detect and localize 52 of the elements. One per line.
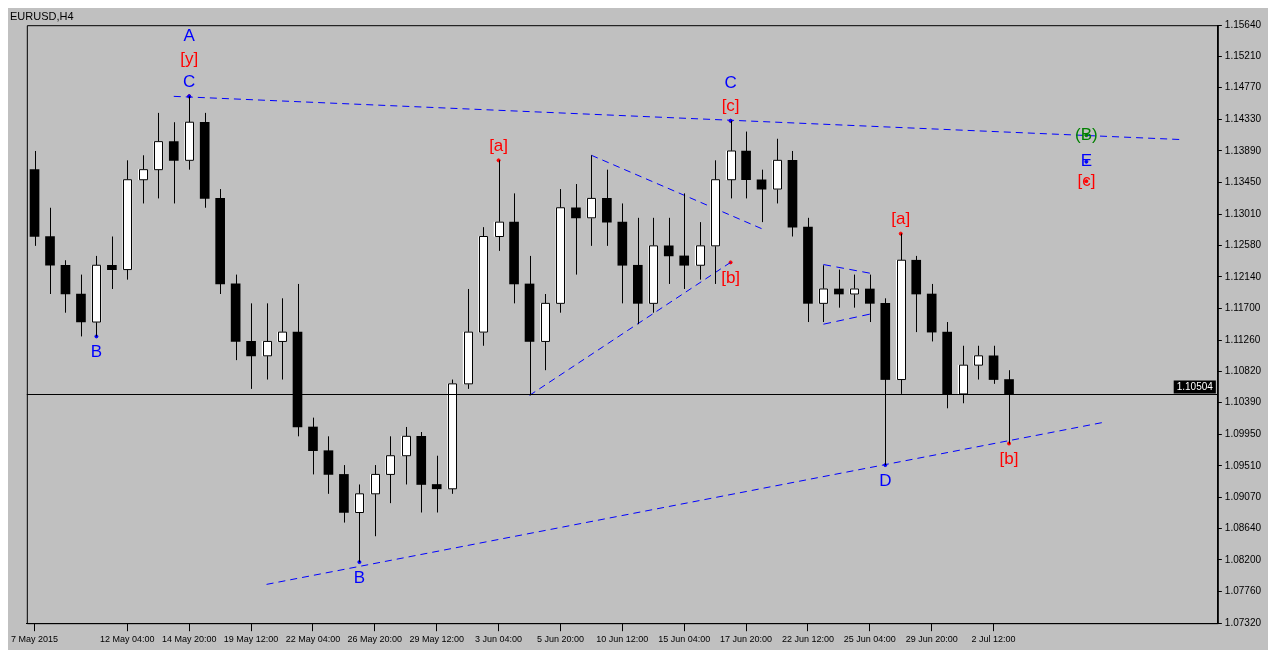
x-tick-label: 29 Jun 20:00 bbox=[905, 634, 958, 645]
y-tick-label: 1.12140 bbox=[1224, 270, 1262, 282]
y-tick-label: 1.08200 bbox=[1224, 553, 1262, 565]
x-tick-label: 2 Jul 12:00 bbox=[971, 634, 1016, 645]
x-tick-label: 22 Jun 12:00 bbox=[781, 634, 834, 645]
x-tick-label: 3 Jun 04:00 bbox=[475, 634, 523, 645]
data-label: [b] bbox=[999, 449, 1019, 469]
x-tick-label: 22 May 04:00 bbox=[285, 634, 341, 645]
x-tick-label: 25 Jun 04:00 bbox=[843, 634, 896, 645]
data-label: C bbox=[183, 72, 196, 92]
data-label: [c] bbox=[721, 96, 740, 116]
x-tick-label: 15 Jun 04:00 bbox=[658, 634, 711, 645]
x-tick-label: 26 May 20:00 bbox=[347, 634, 403, 645]
y-tick-label: 1.15210 bbox=[1224, 49, 1262, 61]
y-tick-label: 1.14330 bbox=[1224, 113, 1262, 125]
y-tick-label: 1.14770 bbox=[1224, 81, 1262, 93]
ref-line-label: 1.10504 bbox=[1176, 381, 1214, 393]
x-tick-label: 14 May 20:00 bbox=[161, 634, 217, 645]
x-tick-label: 12 May 04:00 bbox=[100, 634, 155, 645]
y-tick-label: 1.13890 bbox=[1224, 144, 1262, 156]
data-label: B bbox=[353, 567, 366, 587]
y-tick-label: 1.09510 bbox=[1224, 459, 1262, 471]
data-label: E bbox=[1080, 151, 1093, 171]
y-tick-label: 1.07320 bbox=[1224, 616, 1262, 628]
data-label: A bbox=[183, 26, 196, 46]
chart-title: EURUSD,H4 bbox=[10, 9, 74, 22]
x-tick-label: 19 May 12:00 bbox=[223, 634, 279, 645]
y-tick-label: 1.11260 bbox=[1224, 333, 1261, 345]
y-tick-label: 1.10820 bbox=[1224, 365, 1262, 377]
data-label: B bbox=[90, 342, 103, 362]
data-label: [c] bbox=[1077, 170, 1096, 190]
data-label: [y] bbox=[180, 49, 199, 69]
y-tick-label: 1.12580 bbox=[1224, 238, 1262, 250]
x-tick-label: 17 Jun 20:00 bbox=[720, 634, 773, 645]
y-tick-label: 1.15640 bbox=[1224, 18, 1262, 30]
data-label: [b] bbox=[721, 268, 741, 288]
y-tick-label: 1.10390 bbox=[1224, 396, 1262, 408]
y-tick-label: 1.09950 bbox=[1224, 427, 1262, 439]
x-tick-label: 5 Jun 20:00 bbox=[536, 634, 584, 645]
y-tick-label: 1.11700 bbox=[1224, 302, 1261, 314]
data-label: D bbox=[879, 470, 892, 490]
y-tick-label: 1.09070 bbox=[1224, 491, 1262, 503]
y-tick-label: 1.13450 bbox=[1224, 176, 1262, 188]
data-label: [a] bbox=[891, 209, 911, 229]
x-tick-label: 29 May 12:00 bbox=[409, 634, 464, 645]
data-label: [a] bbox=[489, 136, 509, 156]
y-tick-label: 1.13010 bbox=[1224, 207, 1262, 219]
data-label: C bbox=[724, 73, 737, 93]
x-tick-label: 7 May 2015 bbox=[11, 634, 59, 645]
y-tick-label: 1.08640 bbox=[1224, 522, 1262, 534]
x-tick-label: 10 Jun 12:00 bbox=[596, 634, 649, 645]
y-tick-label: 1.07760 bbox=[1224, 585, 1262, 597]
